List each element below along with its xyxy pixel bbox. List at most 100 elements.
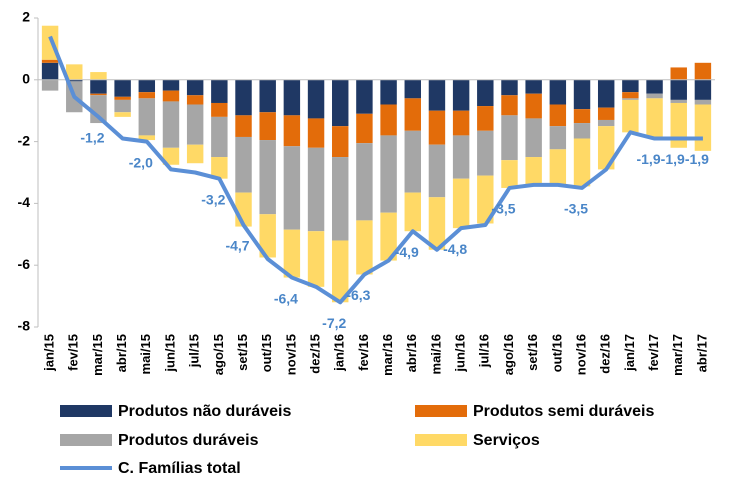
- bar-segment: [573, 109, 591, 124]
- bar-segment: [186, 95, 204, 105]
- data-label: -4,7: [225, 238, 249, 254]
- bar-segment: [670, 102, 687, 148]
- bar-segment: [41, 62, 59, 80]
- x-tick-label: jan/17: [622, 334, 637, 372]
- bar-segment: [670, 99, 687, 103]
- x-tick-label: jan/16: [332, 334, 347, 372]
- bar-segment: [235, 79, 252, 116]
- bar-segment: [380, 212, 397, 261]
- x-tick-label: mai/16: [428, 334, 443, 374]
- data-label: -3,5: [564, 201, 588, 217]
- bar-segment: [259, 214, 276, 258]
- data-label: -3,5: [491, 201, 515, 217]
- x-tick-label: fev/15: [66, 334, 81, 371]
- bar-segment: [670, 79, 687, 100]
- legend-swatch: [60, 434, 112, 446]
- bar-segment: [622, 79, 639, 93]
- legend-swatch: [60, 405, 112, 417]
- bar-segment: [404, 130, 421, 193]
- bar-segment: [477, 175, 494, 224]
- bar-segment: [162, 101, 180, 148]
- bar-segment: [549, 149, 567, 185]
- legend-label: Serviços: [473, 432, 540, 449]
- bar-segment: [211, 116, 228, 158]
- x-tick-label: nov/16: [573, 334, 588, 375]
- bar-segment: [670, 67, 687, 80]
- x-tick-label: mai/15: [138, 334, 153, 374]
- data-label: -4,9: [395, 244, 419, 260]
- bar-segment: [597, 119, 615, 127]
- bar-segment: [694, 99, 712, 105]
- bar-segment: [283, 79, 301, 116]
- bar-segment: [41, 59, 59, 63]
- bar-segment: [211, 157, 228, 179]
- bar-segment: [259, 79, 276, 113]
- y-tick-label: -4: [18, 194, 31, 210]
- legend-swatch: [415, 434, 467, 446]
- bar-segment: [597, 126, 615, 170]
- bar-segment: [283, 229, 301, 278]
- legend-label: Produtos não duráveis: [118, 403, 291, 420]
- y-tick-label: 2: [22, 9, 30, 25]
- legend-label: C. Famílias total: [118, 460, 241, 477]
- bar-segment: [332, 126, 349, 158]
- x-tick-label: ago/16: [501, 334, 516, 375]
- y-tick-label: 0: [22, 71, 30, 87]
- data-label: -6,4: [274, 290, 298, 306]
- x-tick-label: jan/15: [42, 334, 57, 372]
- bar-segment: [501, 160, 518, 188]
- x-tick-label: set/16: [525, 334, 540, 371]
- bar-segment: [428, 197, 446, 250]
- bar-segment: [138, 135, 156, 141]
- bar-segment: [66, 79, 83, 82]
- x-tick-label: fev/16: [356, 334, 371, 371]
- bar-segment: [549, 79, 567, 105]
- bar-segment: [501, 79, 518, 96]
- bar-segment: [501, 95, 518, 116]
- bar-segment: [549, 126, 567, 150]
- x-tick-label: mar/17: [670, 334, 685, 376]
- bar-segment: [477, 130, 494, 176]
- bar-segment: [356, 113, 373, 144]
- x-tick-label: dez/15: [307, 334, 322, 374]
- x-tick-label: jul/15: [187, 334, 202, 368]
- bar-segment: [622, 98, 639, 100]
- bar-segment: [525, 157, 542, 185]
- bar-segment: [694, 104, 712, 151]
- bar-segment: [307, 79, 325, 119]
- bar-segment: [186, 79, 204, 96]
- bar-segment: [477, 106, 494, 131]
- bar-segment: [332, 240, 349, 303]
- y-tick-label: -8: [18, 318, 31, 334]
- bar-segment: [162, 147, 180, 165]
- line: [48, 35, 703, 305]
- bar-segment: [452, 135, 470, 179]
- bar-segment: [525, 118, 542, 158]
- bar-segment: [307, 147, 325, 232]
- x-tick-label: fev/17: [646, 334, 661, 371]
- bar-segment: [186, 104, 204, 145]
- bar-segment: [646, 98, 663, 139]
- data-label: -6,3: [346, 287, 370, 303]
- bar-segment: [114, 99, 131, 113]
- bar-segment: [332, 157, 349, 241]
- bar-segment: [404, 79, 421, 99]
- x-tick-label: abr/15: [114, 334, 129, 372]
- bar-segment: [114, 79, 131, 97]
- bar-segment: [138, 92, 156, 99]
- bar-segment: [307, 231, 325, 287]
- bar-segment: [404, 98, 421, 131]
- data-label: -7,2: [322, 315, 346, 331]
- data-label: -4,8: [443, 241, 467, 257]
- x-tick-label: nov/15: [283, 334, 298, 375]
- y-tick-label: -2: [18, 132, 31, 148]
- bar-segment: [428, 110, 446, 145]
- y-tick-label: -6: [18, 256, 31, 272]
- bar-segment: [138, 79, 156, 93]
- bar-segment: [452, 79, 470, 111]
- bar-segment: [66, 64, 83, 80]
- bar-segment: [622, 92, 639, 99]
- bar-segment: [332, 79, 349, 127]
- x-tick-label: abr/16: [404, 334, 419, 372]
